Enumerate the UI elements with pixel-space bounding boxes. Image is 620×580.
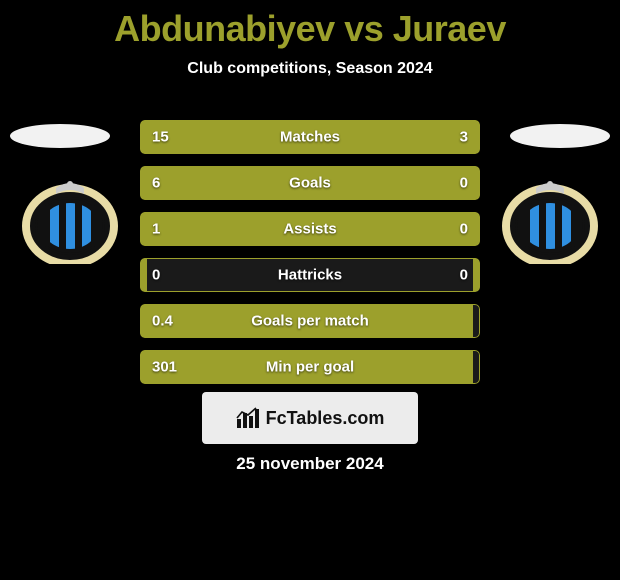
player2-shadow-ellipse	[510, 124, 610, 148]
stat-row: 15 Matches 3	[140, 120, 480, 154]
stat-row: 0 Hattricks 0	[140, 258, 480, 292]
stat-value-left: 0	[152, 267, 160, 284]
stat-value-right: 0	[460, 267, 468, 284]
stat-value-left: 0.4	[152, 313, 173, 330]
stat-value-left: 1	[152, 221, 160, 238]
comparison-card: { "header": { "player1": "Abdunabiyev", …	[0, 0, 620, 580]
subtitle: Club competitions, Season 2024	[0, 60, 620, 78]
player2-name: Juraev	[393, 8, 506, 49]
stat-row: 1 Assists 0	[140, 212, 480, 246]
branding-badge: FcTables.com	[202, 392, 418, 444]
stat-fill-right	[473, 212, 480, 246]
bar-chart-icon	[236, 407, 260, 429]
player1-club-logo	[20, 178, 120, 264]
stat-value-left: 301	[152, 359, 177, 376]
stat-row: 301 Min per goal	[140, 350, 480, 384]
stat-rows: 15 Matches 3 6 Goals 0 1 Assists 0 0 Hattricks 0 0.4…	[140, 120, 480, 396]
player1-shadow-ellipse	[10, 124, 110, 148]
stat-fill-right	[412, 120, 480, 154]
stat-value-left: 6	[152, 175, 160, 192]
stat-label: Goals	[289, 175, 331, 192]
stat-label: Min per goal	[266, 359, 354, 376]
player1-name: Abdunabiyev	[114, 8, 335, 49]
stat-fill-right	[473, 258, 480, 292]
stat-label: Matches	[280, 129, 340, 146]
footer-date: 25 november 2024	[236, 454, 383, 474]
branding-text: FcTables.com	[266, 408, 385, 429]
stat-fill-right	[473, 166, 480, 200]
stat-fill-left	[140, 120, 412, 154]
stat-value-right: 0	[460, 175, 468, 192]
stat-value-right: 0	[460, 221, 468, 238]
stat-row: 0.4 Goals per match	[140, 304, 480, 338]
stat-value-left: 15	[152, 129, 169, 146]
club-brugge-icon	[500, 178, 600, 264]
stat-label: Goals per match	[251, 313, 369, 330]
stat-label: Hattricks	[278, 267, 342, 284]
stat-fill-left	[140, 258, 147, 292]
stat-value-right: 3	[460, 129, 468, 146]
stat-label: Assists	[283, 221, 336, 238]
player2-club-logo	[500, 178, 600, 264]
stat-row: 6 Goals 0	[140, 166, 480, 200]
page-title: Abdunabiyev vs Juraev	[0, 0, 620, 50]
vs-text: vs	[344, 8, 383, 49]
club-brugge-icon	[20, 178, 120, 264]
